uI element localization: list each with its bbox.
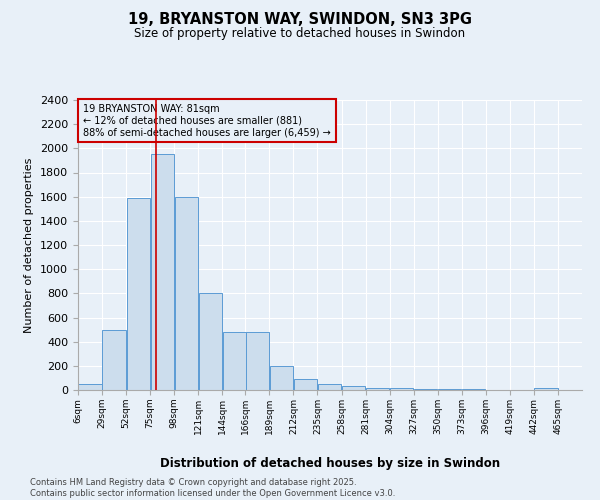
Text: Size of property relative to detached houses in Swindon: Size of property relative to detached ho… bbox=[134, 28, 466, 40]
Bar bbox=[246, 332, 269, 390]
Bar bbox=[390, 388, 413, 390]
Bar bbox=[127, 198, 150, 390]
Bar bbox=[342, 386, 365, 390]
Text: 19, BRYANSTON WAY, SWINDON, SN3 3PG: 19, BRYANSTON WAY, SWINDON, SN3 3PG bbox=[128, 12, 472, 28]
Bar bbox=[103, 330, 125, 390]
Text: 19 BRYANSTON WAY: 81sqm
← 12% of detached houses are smaller (881)
88% of semi-d: 19 BRYANSTON WAY: 81sqm ← 12% of detache… bbox=[83, 104, 331, 138]
Text: Contains HM Land Registry data © Crown copyright and database right 2025.
Contai: Contains HM Land Registry data © Crown c… bbox=[30, 478, 395, 498]
Bar bbox=[79, 384, 101, 390]
Bar bbox=[151, 154, 174, 390]
Bar bbox=[294, 378, 317, 390]
Bar bbox=[535, 388, 557, 390]
Bar bbox=[414, 389, 437, 390]
Bar bbox=[438, 389, 461, 390]
Bar bbox=[175, 196, 198, 390]
Bar bbox=[199, 294, 222, 390]
Bar bbox=[223, 332, 246, 390]
Y-axis label: Number of detached properties: Number of detached properties bbox=[25, 158, 34, 332]
Bar bbox=[366, 388, 389, 390]
Text: Distribution of detached houses by size in Swindon: Distribution of detached houses by size … bbox=[160, 458, 500, 470]
Bar bbox=[270, 366, 293, 390]
Bar bbox=[318, 384, 341, 390]
